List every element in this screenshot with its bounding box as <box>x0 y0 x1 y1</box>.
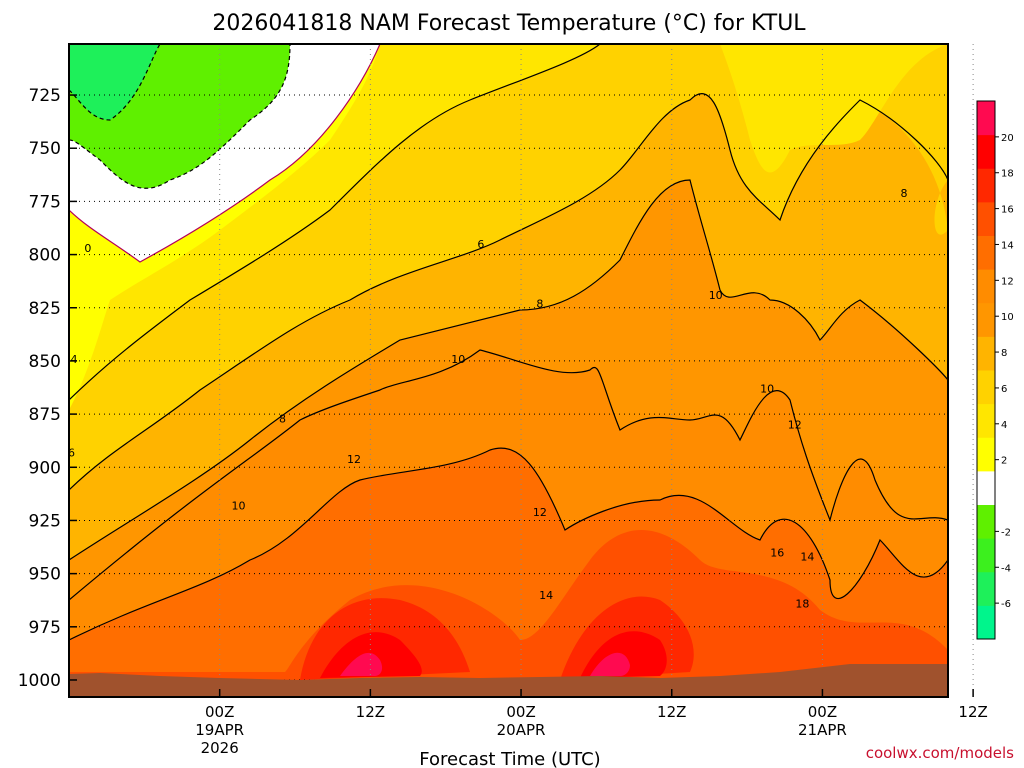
contour-label: 14 <box>800 551 814 564</box>
band-22 <box>340 652 630 676</box>
x-tick-label: 00Z <box>205 703 234 721</box>
contour-label: 12 <box>533 506 547 519</box>
band-neg4 <box>69 44 160 120</box>
x-tick-label: 12Z <box>958 703 987 721</box>
contour-label: 10 <box>451 353 465 366</box>
colorbar-frame <box>976 100 996 640</box>
contour-label: 16 <box>770 546 784 559</box>
contour-line-12 <box>69 447 948 641</box>
y-tick-label: 925 <box>29 511 61 531</box>
colorbar-swatch <box>977 302 995 337</box>
y-tick-label: 725 <box>29 86 61 106</box>
y-tick-label: 1000 <box>18 671 61 691</box>
y-tick-label: 975 <box>29 618 61 638</box>
colorbar-label: 12 <box>1001 276 1014 287</box>
contour-line-6 <box>69 93 948 491</box>
contour-line-0 <box>69 44 381 263</box>
colorbar-swatch <box>977 437 995 472</box>
colorbar-swatch <box>977 235 995 270</box>
colorbar: -6 -4 -2 2 4 6 8 10 12 14 16 18 20 <box>976 100 1014 640</box>
contour-label: 10 <box>709 289 723 302</box>
colorbar-label: 16 <box>1001 205 1014 216</box>
y-tick-label: 750 <box>29 139 61 159</box>
contour-line-neg2 <box>69 44 291 189</box>
colorbar-label: 14 <box>1001 240 1014 251</box>
x-tick-label: 00Z <box>808 703 837 721</box>
x-axis-label: Forecast Time (UTC) <box>419 749 600 768</box>
x-tick-label: 20APR <box>497 721 546 739</box>
colorbar-label: -4 <box>1001 563 1011 574</box>
contour-line-10 <box>69 349 948 601</box>
contour-label: 4 <box>71 353 78 366</box>
contour-label: 10 <box>232 500 246 513</box>
y-tick-label: 900 <box>29 458 61 478</box>
y-tick-label: 950 <box>29 565 61 585</box>
colorbar-swatch <box>977 201 995 236</box>
colorbar-swatch <box>977 336 995 371</box>
contour-label: 12 <box>788 419 802 432</box>
colorbar-swatch <box>977 370 995 405</box>
contour-label: 18 <box>795 597 809 610</box>
colorbar-swatch <box>977 101 995 136</box>
band-20 <box>320 631 667 678</box>
colorbar-swatch <box>977 403 995 438</box>
colorbar-label: -6 <box>1001 599 1011 610</box>
colorbar-label: 8 <box>1001 348 1007 359</box>
contour-label: 14 <box>539 589 553 602</box>
x-tick-label: 2026 <box>201 739 239 757</box>
x-tick-label: 19APR <box>195 721 244 739</box>
colorbar-label: 10 <box>1001 312 1014 323</box>
y-axis: 725 750 775 800 825 850 875 900 925 950 975 1000 <box>18 86 77 691</box>
ground-terrain <box>69 664 948 697</box>
colorbar-label: 2 <box>1001 456 1007 467</box>
contour-label: 10 <box>760 383 774 396</box>
colorbar-swatch <box>977 168 995 203</box>
y-tick-label: 825 <box>29 299 61 319</box>
x-tick-label: 21APR <box>798 721 847 739</box>
colorbar-label: 20 <box>1001 133 1014 144</box>
x-tick-label: 12Z <box>356 703 385 721</box>
x-axis: 00Z19APR202612Z00Z20APR12Z00Z21APR12Z00Z… <box>195 689 988 757</box>
colorbar-label: 4 <box>1001 420 1007 431</box>
contour-label: 12 <box>347 453 361 466</box>
y-tick-label: 850 <box>29 352 61 372</box>
colorbar-label: -2 <box>1001 527 1011 538</box>
contour-label: 8 <box>901 187 908 200</box>
contour-label: 0 <box>84 242 91 255</box>
credit-text: coolwx.com/models <box>866 744 1014 762</box>
contour-line-8 <box>69 179 948 561</box>
chart-title: 2026041818 NAM Forecast Temperature (°C)… <box>212 11 806 36</box>
x-tick-label: 00Z <box>506 703 535 721</box>
contour-labels: 04666888810101010101212121214141618 <box>68 187 995 611</box>
y-tick-label: 875 <box>29 405 61 425</box>
contour-line-neg4 <box>69 44 161 121</box>
temperature-field <box>69 44 948 697</box>
plot-frame <box>68 43 949 698</box>
contour-label: 6 <box>68 446 75 459</box>
y-tick-label: 800 <box>29 246 61 266</box>
colorbar-swatch <box>977 571 995 606</box>
colorbar-swatch <box>977 269 995 304</box>
colorbar-swatch <box>977 470 995 505</box>
colorbar-label: 6 <box>1001 384 1007 395</box>
colorbar-swatch <box>977 134 995 169</box>
contour-label: 8 <box>279 412 286 425</box>
x-tick-label: 12Z <box>657 703 686 721</box>
colorbar-swatch <box>977 538 995 573</box>
colorbar-swatch <box>977 504 995 539</box>
y-tick-label: 775 <box>29 192 61 212</box>
contour-label: 6 <box>477 238 484 251</box>
contour-label: 8 <box>536 297 543 310</box>
colorbar-swatch <box>977 605 995 640</box>
colorbar-label: 18 <box>1001 169 1014 180</box>
contour-line-4 <box>69 44 601 401</box>
